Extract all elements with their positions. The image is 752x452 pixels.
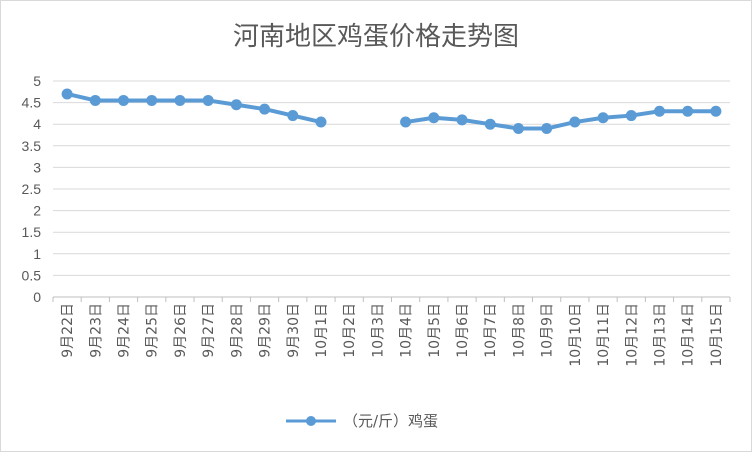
data-point[interactable] bbox=[682, 105, 694, 117]
x-tick-label: 10月14日 bbox=[681, 303, 697, 367]
x-tick-label: 10月12日 bbox=[624, 303, 640, 367]
y-tick-label: 0 bbox=[33, 289, 41, 305]
x-tick-label: 9月28日 bbox=[229, 303, 245, 358]
y-tick-label: 5 bbox=[33, 73, 41, 89]
y-tick-label: 1 bbox=[33, 246, 41, 262]
data-point[interactable] bbox=[484, 118, 496, 130]
x-tick-label: 10月13日 bbox=[652, 303, 668, 367]
x-tick-label: 9月27日 bbox=[201, 303, 217, 358]
x-axis-ticks: 9月22日 9月23日 9月24日 9月25日 9月26日 9月27日 9月28日 9月29日… bbox=[60, 303, 725, 367]
data-point[interactable] bbox=[541, 123, 553, 135]
x-tick-label: 9月26日 bbox=[173, 303, 189, 358]
x-tick-label: 10月5日 bbox=[427, 303, 443, 358]
data-point[interactable] bbox=[89, 94, 101, 106]
data-point[interactable] bbox=[259, 103, 271, 115]
data-point[interactable] bbox=[512, 123, 524, 135]
x-tick-label: 9月24日 bbox=[117, 303, 133, 358]
x-tick-label: 10月1日 bbox=[314, 303, 330, 358]
x-tick-label: 10月3日 bbox=[370, 303, 386, 358]
data-point[interactable] bbox=[400, 116, 412, 128]
series-line bbox=[66, 92, 322, 124]
x-tick-label: 10月9日 bbox=[540, 303, 556, 358]
data-point[interactable] bbox=[230, 99, 242, 111]
x-tick-label: 10月11日 bbox=[596, 303, 612, 367]
x-tick-label: 9月22日 bbox=[60, 303, 76, 358]
y-tick-label: 1.5 bbox=[22, 224, 42, 240]
series-egg-price bbox=[61, 88, 722, 135]
y-axis-ticks: 0 0.5 1 1.5 2 2.5 3 3.5 4 4.5 5 bbox=[22, 73, 42, 305]
x-tick-label: 9月29日 bbox=[258, 303, 274, 358]
x-tick-label: 9月25日 bbox=[145, 303, 161, 358]
x-axis bbox=[52, 296, 731, 302]
data-point[interactable] bbox=[456, 114, 468, 126]
y-tick-label: 0.5 bbox=[22, 267, 42, 283]
x-tick-label: 10月7日 bbox=[483, 303, 499, 358]
y-tick-label: 2.5 bbox=[22, 181, 42, 197]
x-tick-label: 9月23日 bbox=[88, 303, 104, 358]
y-tick-label: 2 bbox=[33, 203, 41, 219]
legend-marker-icon bbox=[306, 416, 316, 426]
data-point[interactable] bbox=[61, 88, 73, 100]
x-tick-label: 10月6日 bbox=[455, 303, 471, 358]
x-tick-label: 10月4日 bbox=[399, 303, 415, 358]
data-point[interactable] bbox=[569, 116, 581, 128]
data-point[interactable] bbox=[428, 112, 440, 124]
data-point[interactable] bbox=[710, 105, 722, 117]
data-point[interactable] bbox=[202, 94, 214, 106]
chart-title: 河南地区鸡蛋价格走势图 bbox=[233, 22, 519, 52]
y-tick-label: 3 bbox=[33, 159, 41, 175]
x-tick-label: 10月10日 bbox=[568, 303, 584, 367]
y-tick-label: 4 bbox=[33, 116, 41, 132]
data-point[interactable] bbox=[146, 94, 158, 106]
gridlines bbox=[53, 80, 730, 276]
legend[interactable]: （元/斤）鸡蛋 bbox=[286, 412, 438, 430]
series-line bbox=[405, 109, 716, 131]
data-point[interactable] bbox=[625, 110, 637, 122]
y-tick-label: 3.5 bbox=[22, 138, 42, 154]
x-tick-label: 10月8日 bbox=[511, 303, 527, 358]
x-tick-label: 9月30日 bbox=[286, 303, 302, 358]
data-point[interactable] bbox=[174, 94, 186, 106]
legend-label: （元/斤）鸡蛋 bbox=[343, 412, 438, 430]
y-tick-label: 4.5 bbox=[22, 95, 42, 111]
data-point[interactable] bbox=[118, 94, 130, 106]
data-point[interactable] bbox=[653, 105, 665, 117]
data-point[interactable] bbox=[287, 110, 299, 122]
x-tick-label: 10月15日 bbox=[709, 303, 725, 367]
data-point[interactable] bbox=[597, 112, 609, 124]
x-tick-label: 10月2日 bbox=[342, 303, 358, 358]
data-point[interactable] bbox=[315, 116, 327, 128]
